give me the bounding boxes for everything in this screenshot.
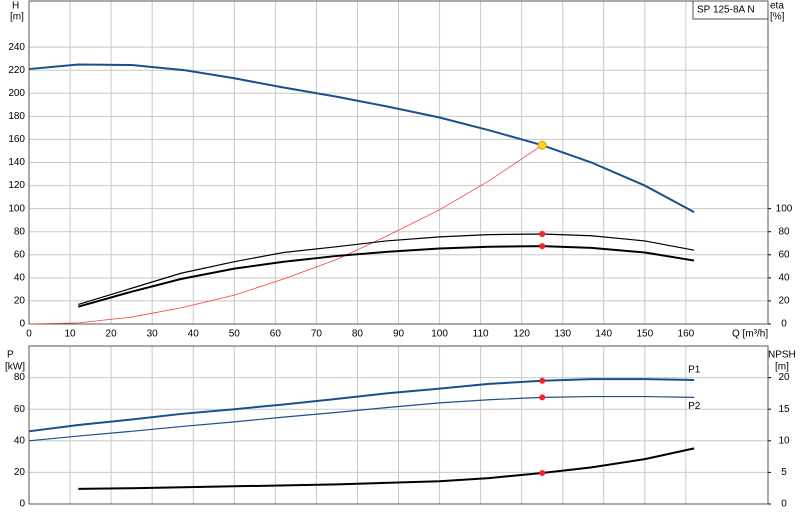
x-tick-label: 50 — [229, 329, 241, 340]
y-tick-label: 80 — [14, 372, 26, 383]
y2-tick-label: 5 — [781, 467, 787, 478]
x-tick-label: 150 — [636, 329, 653, 340]
x-tick-label: 100 — [431, 329, 448, 340]
y-axis-label: H — [12, 1, 19, 12]
x-tick-label: 140 — [595, 329, 612, 340]
curve — [77, 245, 695, 308]
y-tick-label: 240 — [8, 42, 25, 53]
x-tick-label: 120 — [513, 329, 530, 340]
x-tick-label: 110 — [473, 329, 489, 340]
duty-point — [539, 231, 546, 238]
x-tick-label: 0 — [26, 329, 32, 340]
x-tick-label: 90 — [393, 329, 405, 340]
duty-point — [539, 243, 546, 250]
x-tick-label: 160 — [678, 329, 695, 340]
x-tick-label: 70 — [311, 329, 323, 340]
curve — [28, 144, 543, 325]
y-tick-label: 40 — [14, 435, 26, 446]
plot-frame — [28, 345, 769, 505]
curve — [28, 63, 695, 213]
x-tick-label: 60 — [270, 329, 282, 340]
y-tick-label: 200 — [8, 88, 25, 99]
y-tick-label: 40 — [14, 272, 26, 283]
curve — [28, 378, 695, 433]
y2-tick-label: 20 — [778, 372, 790, 383]
duty-point — [537, 140, 547, 150]
y-axis-unit: [kW] — [5, 362, 25, 373]
x-tick-label: 20 — [106, 329, 118, 340]
y-tick-label: 100 — [8, 203, 25, 214]
y2-tick-label: 0 — [781, 319, 787, 330]
y-tick-label: 0 — [19, 319, 25, 330]
y-tick-label: 20 — [14, 467, 26, 478]
y-tick-label: 120 — [8, 180, 25, 191]
y-axis-label: P — [7, 350, 14, 361]
series-label: P1 — [688, 365, 701, 376]
y-tick-label: 60 — [14, 404, 26, 415]
y2-tick-label: 40 — [778, 272, 790, 283]
y2-tick-label: 10 — [778, 435, 790, 446]
duty-point — [539, 470, 546, 477]
y2-axis-label: NPSH — [768, 350, 796, 361]
x-tick-label: 80 — [352, 329, 364, 340]
y2-axis-unit: [m] — [775, 362, 789, 373]
y2-axis-label: eta — [770, 1, 784, 12]
y2-tick-label: 15 — [778, 404, 790, 415]
y-tick-label: 20 — [14, 296, 26, 307]
duty-point — [539, 394, 546, 401]
y2-tick-label: 0 — [781, 499, 787, 510]
y-tick-label: 220 — [8, 65, 25, 76]
y2-tick-label: 100 — [776, 203, 793, 214]
y2-tick-label: 60 — [778, 249, 790, 260]
x-tick-label: 30 — [147, 329, 159, 340]
duty-point — [539, 377, 546, 384]
x-tick-label: 40 — [188, 329, 200, 340]
chart-title: SP 125-8A N — [697, 5, 755, 16]
curve — [78, 447, 695, 490]
y-tick-label: 80 — [14, 226, 26, 237]
y-tick-label: 0 — [19, 499, 25, 510]
y2-tick-label: 20 — [778, 296, 790, 307]
curve — [28, 395, 695, 442]
x-axis-label: Q [m³/h] — [732, 329, 768, 340]
series-label: P2 — [688, 401, 701, 412]
y2-axis-unit: [%] — [770, 12, 785, 23]
y-tick-label: 180 — [8, 111, 25, 122]
curve — [78, 233, 695, 305]
x-tick-label: 10 — [64, 329, 76, 340]
y-axis-unit: [m] — [10, 12, 24, 23]
y-tick-label: 160 — [8, 134, 25, 145]
y-tick-label: 140 — [8, 157, 25, 168]
y2-tick-label: 80 — [778, 226, 790, 237]
y-tick-label: 60 — [14, 249, 26, 260]
x-tick-label: 130 — [554, 329, 571, 340]
plot-frame — [28, 0, 769, 325]
title-box — [692, 0, 769, 20]
